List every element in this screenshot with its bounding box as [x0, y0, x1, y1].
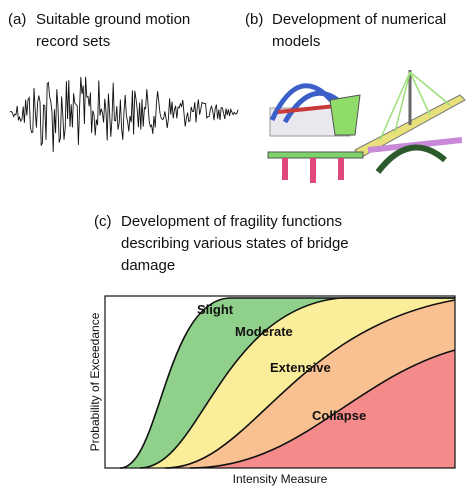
state-label: Slight	[197, 302, 234, 317]
curve	[164, 299, 456, 469]
panel-title: Development of fragility functions	[121, 213, 342, 230]
curve	[139, 297, 455, 469]
deck	[267, 151, 364, 159]
panel-title: models	[272, 33, 320, 50]
y-axis-label: Probability of Exceedance	[88, 312, 102, 451]
curve	[119, 297, 455, 469]
state-label: Moderate	[235, 324, 293, 339]
bridge-models	[267, 70, 466, 183]
fragility-chart: Slight Moderate Extensive Collapse Inten…	[88, 295, 456, 486]
piers	[282, 158, 344, 183]
panel-title: damage	[121, 257, 175, 274]
seismogram	[9, 76, 239, 152]
state-label: Extensive	[270, 360, 331, 375]
arch	[375, 144, 447, 174]
panel-title: Development of numerical	[272, 11, 446, 28]
curve	[189, 349, 456, 469]
pier	[310, 158, 316, 183]
pier	[329, 94, 361, 136]
state-label: Collapse	[312, 408, 366, 423]
panel-label: (b)	[245, 11, 263, 28]
panel-label: (a)	[8, 11, 26, 28]
panel-label: (c)	[94, 213, 112, 230]
plot-frame	[104, 295, 456, 469]
pier	[338, 158, 344, 180]
panel-title: record sets	[36, 33, 110, 50]
pier	[282, 158, 288, 180]
cables	[379, 71, 451, 141]
panel-title: describing various states of bridge	[121, 235, 349, 252]
panel-title: Suitable ground motion	[36, 11, 190, 28]
x-axis-label: Intensity Measure	[233, 472, 328, 486]
